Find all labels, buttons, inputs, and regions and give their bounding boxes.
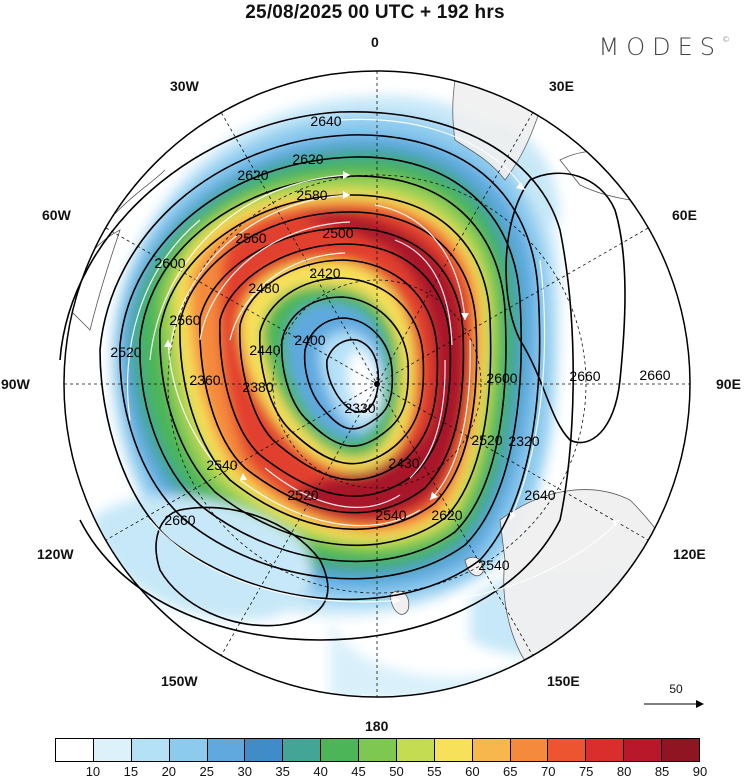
lon-label-0: 0 — [371, 34, 379, 50]
colorbar-tick-label: 60 — [465, 764, 480, 779]
wind-vectors — [127, 118, 621, 603]
contour-label: 2380 — [242, 379, 273, 395]
colorbar-swatch — [548, 739, 587, 761]
colorbar-tick-label: 65 — [503, 764, 518, 779]
colorbar-tick-label: 40 — [313, 764, 328, 779]
lon-label-60w: 60W — [42, 207, 71, 223]
colorbar-swatch — [662, 739, 699, 761]
vector-reference-label: 50 — [669, 682, 683, 696]
contour-label: 2360 — [189, 372, 220, 388]
colorbar-tick-label: 75 — [578, 764, 594, 779]
colorbar-swatch — [434, 739, 473, 761]
lon-label-150e: 150E — [547, 673, 580, 689]
contour-label: 2660 — [569, 368, 600, 384]
lon-label-120e: 120E — [673, 546, 706, 562]
vector-reference-arrow — [644, 700, 704, 708]
colorbar-tick-label: 55 — [427, 764, 442, 779]
lon-label-30e: 30E — [549, 78, 574, 94]
colorbar-labels: 10 15 20 25 30 35 40 45 50 55 60 65 70 75 80 85 90 — [55, 764, 708, 782]
colorbar-tick-label: 70 — [541, 764, 556, 779]
colorbar-swatch — [93, 739, 132, 761]
colorbar-swatch — [321, 739, 359, 761]
contour-label: 2440 — [249, 342, 280, 358]
colorbar-tick-label: 10 — [85, 764, 101, 779]
colorbar-tick-label: 85 — [654, 764, 670, 779]
contour-label: 2660 — [639, 367, 670, 383]
height-contours — [59, 111, 626, 641]
colorbar-swatch — [245, 739, 284, 761]
vector-reference: 50 — [640, 682, 710, 712]
colorbar-tick-label: 80 — [616, 764, 632, 779]
pole-marker — [374, 381, 380, 387]
wind-arrowheads — [164, 171, 620, 604]
contour-label: 2500 — [322, 225, 353, 241]
colorbar — [55, 738, 700, 762]
colorbar-tick-label: 15 — [123, 764, 139, 779]
contour-label: 2560 — [169, 312, 200, 328]
colorbar-swatch — [131, 739, 170, 761]
contour-label: 2520 — [471, 432, 502, 448]
contour-label: 2520 — [110, 344, 141, 360]
contour-label: 2620 — [431, 507, 462, 523]
map-border — [63, 70, 691, 698]
lon-label-30w: 30W — [170, 78, 199, 94]
colorbar-swatch — [359, 739, 397, 761]
contour-label: 2540 — [206, 457, 237, 473]
colorbar-swatch — [283, 739, 322, 761]
contour-label: 2430 — [388, 455, 419, 471]
contour-label: 2660 — [164, 512, 195, 528]
modes-logo: MODES© — [599, 33, 730, 61]
contour-label: 2320 — [508, 433, 539, 449]
contour-label: 2540 — [478, 557, 509, 573]
colorbar-swatch — [624, 739, 662, 761]
colorbar-tick-label: 90 — [692, 764, 708, 779]
contour-label: 2640 — [524, 487, 555, 503]
colorbar-swatch — [56, 739, 94, 761]
colorbar-swatch — [169, 739, 208, 761]
logo-text: MODES — [598, 33, 722, 61]
contour-label: 2330 — [344, 400, 375, 416]
colorbar-tick-label: 35 — [275, 764, 290, 779]
colorbar-swatch — [510, 739, 549, 761]
contour-label: 2620 — [292, 151, 323, 167]
contour-label: 2400 — [294, 332, 325, 348]
colorbar-tick-label: 25 — [199, 764, 214, 779]
colorbar-tick-label: 50 — [389, 764, 404, 779]
contour-label: 2540 — [375, 507, 406, 523]
contour-label: 2620 — [237, 167, 268, 183]
contour-label: 2580 — [296, 187, 327, 203]
colorbar-swatch — [586, 739, 625, 761]
contour-label: 2600 — [154, 255, 185, 271]
contour-label: 2640 — [310, 113, 341, 129]
contour-label: 2560 — [235, 230, 266, 246]
lon-label-150w: 150W — [161, 673, 198, 689]
colorbar-swatch — [472, 739, 511, 761]
lon-label-90e: 90E — [716, 376, 741, 392]
lon-label-180: 180 — [365, 718, 389, 734]
contour-label: 2480 — [248, 280, 279, 296]
lon-label-60e: 60E — [672, 207, 697, 223]
lon-label-90w: 90W — [1, 376, 30, 392]
contour-labels: 2640 2620 2620 2580 2560 2600 2500 2480 … — [110, 113, 670, 573]
lon-label-120w: 120W — [37, 546, 74, 562]
colorbar-tick-label: 45 — [351, 764, 366, 779]
colorbar-swatch — [207, 739, 246, 761]
copyright-mark: © — [722, 35, 730, 44]
contour-label: 2520 — [287, 487, 318, 503]
colorbar-tick-label: 30 — [237, 764, 252, 779]
contour-label: 2420 — [309, 265, 340, 281]
colorbar-tick-label: 20 — [161, 764, 177, 779]
map-title: 25/08/2025 00 UTC + 192 hrs — [245, 2, 505, 23]
colorbar-swatch — [396, 739, 435, 761]
contour-label: 2600 — [486, 370, 517, 386]
